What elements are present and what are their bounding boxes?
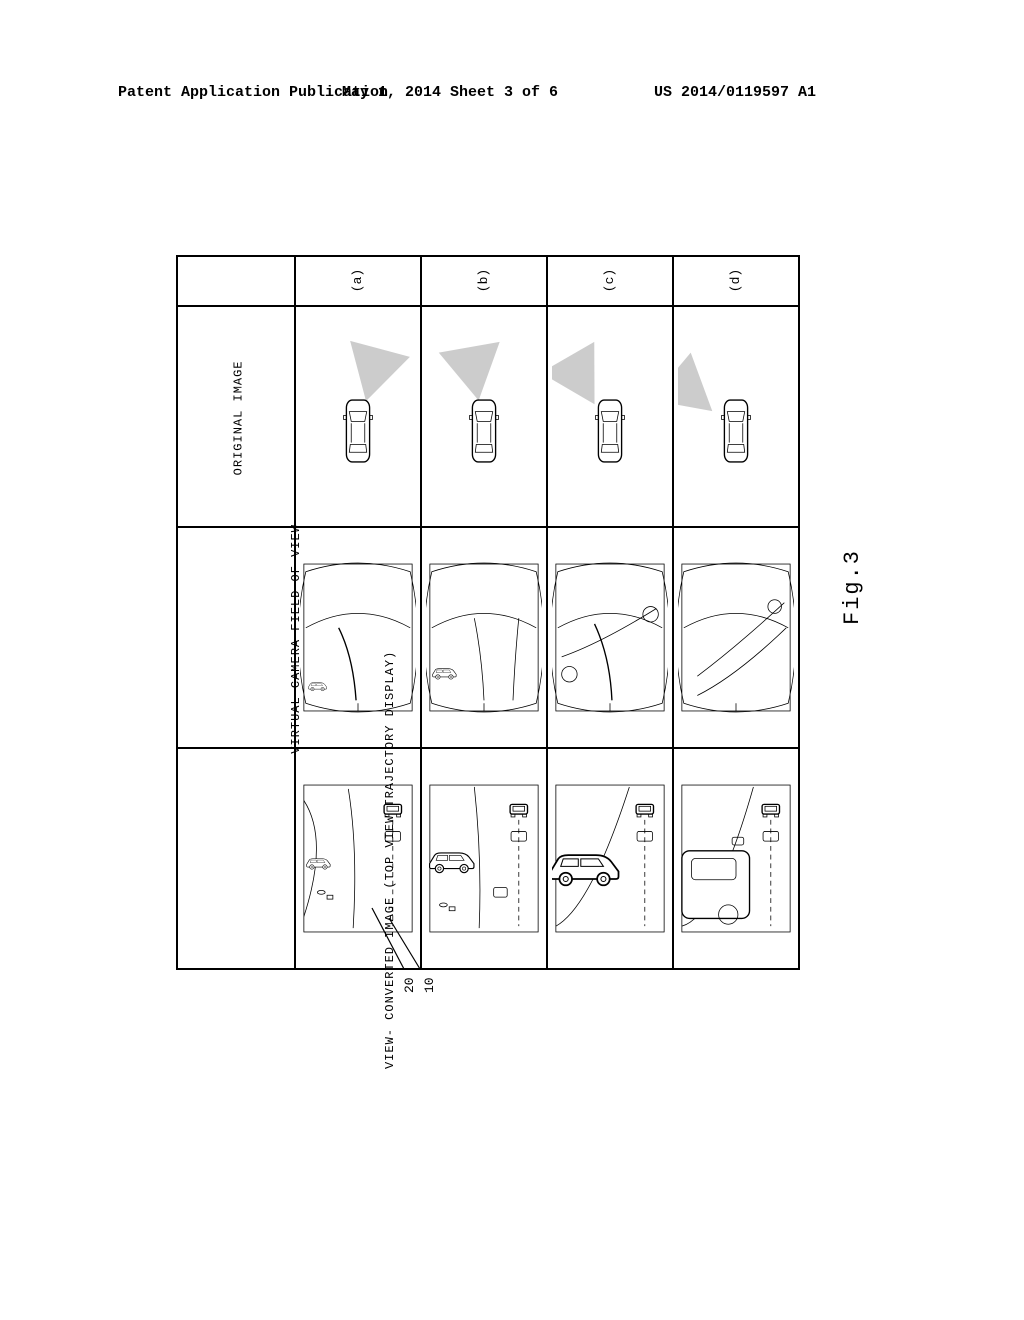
cell-original-c — [547, 306, 673, 527]
corner-cell — [177, 256, 295, 306]
header-right: US 2014/0119597 A1 — [654, 84, 816, 101]
col-header-d: (d) — [673, 256, 799, 306]
header-center: May 1, 2014 Sheet 3 of 6 — [342, 84, 558, 101]
col-header-a: (a) — [295, 256, 421, 306]
page-header: Patent Application Publication May 1, 20… — [0, 84, 1024, 104]
cell-virtual-d — [673, 527, 799, 748]
cell-converted-a — [295, 748, 421, 969]
cell-converted-b — [421, 748, 547, 969]
cell-converted-c — [547, 748, 673, 969]
row-label-virtual: VIRTUAL CAMERA FIELD OF VIEW — [177, 527, 295, 748]
row-label-converted: VIEW- CONVERTED IMAGE (TOP VIEW TRAJECTO… — [177, 748, 295, 969]
figure-area: (a) (b) (c) (d) ORIGINAL IMAGE VIRTUAL C… — [176, 255, 800, 970]
row-label-original: ORIGINAL IMAGE — [177, 306, 295, 527]
col-header-b: (b) — [421, 256, 547, 306]
cell-original-d — [673, 306, 799, 527]
diagram-table: (a) (b) (c) (d) ORIGINAL IMAGE VIRTUAL C… — [176, 255, 800, 970]
annotation-20: 20 — [402, 977, 417, 993]
cell-original-b — [421, 306, 547, 527]
annotation-10: 10 — [422, 977, 437, 993]
figure-label: Fig.3 — [840, 549, 865, 625]
cell-virtual-c — [547, 527, 673, 748]
cell-converted-d — [673, 748, 799, 969]
cell-original-a — [295, 306, 421, 527]
cell-virtual-b — [421, 527, 547, 748]
cell-virtual-a — [295, 527, 421, 748]
col-header-c: (c) — [547, 256, 673, 306]
